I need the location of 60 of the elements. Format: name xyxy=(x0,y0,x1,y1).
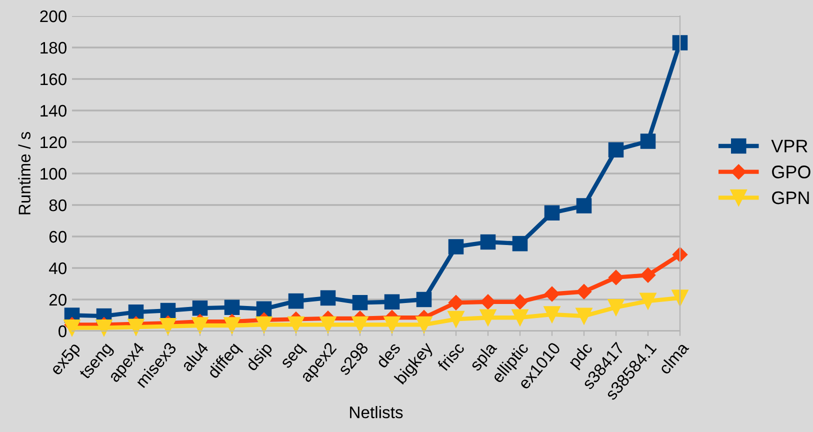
point xyxy=(352,295,368,310)
point xyxy=(480,294,496,310)
point xyxy=(192,300,208,316)
point xyxy=(128,318,144,336)
point xyxy=(672,290,688,306)
y-tick-label: 160 xyxy=(40,73,66,86)
point xyxy=(160,318,176,335)
legend-label: GPO xyxy=(772,166,810,178)
point xyxy=(640,268,656,283)
y-tick-label: 140 xyxy=(40,104,66,117)
point xyxy=(160,302,176,318)
point xyxy=(608,270,624,286)
point xyxy=(448,295,464,310)
point xyxy=(512,309,528,326)
y-tick-label: 20 xyxy=(49,294,66,306)
legend-label: VPR xyxy=(771,140,808,152)
point xyxy=(576,284,592,300)
point xyxy=(448,239,464,254)
point xyxy=(320,316,336,334)
point xyxy=(416,292,432,308)
point xyxy=(576,198,592,214)
point xyxy=(544,205,560,221)
y-tick-label: 40 xyxy=(48,262,66,274)
x-axis-title: Netlists xyxy=(350,406,403,418)
y-tick-label: 60 xyxy=(49,230,66,243)
y-tick-label: 200 xyxy=(40,10,66,22)
point xyxy=(288,316,304,334)
point xyxy=(288,293,304,309)
y-tick-label: 180 xyxy=(40,42,66,54)
point xyxy=(384,316,400,334)
point xyxy=(448,310,464,328)
point xyxy=(224,300,240,316)
point xyxy=(480,234,496,250)
point xyxy=(512,294,528,310)
y-axis-title: Runtime / s xyxy=(18,132,30,214)
point xyxy=(224,317,240,334)
x-tick-label: frisc xyxy=(436,341,466,372)
point xyxy=(608,299,624,316)
point xyxy=(96,320,112,336)
point xyxy=(672,35,688,50)
point xyxy=(640,292,656,310)
y-tick-label: 100 xyxy=(40,168,66,180)
point xyxy=(640,134,656,149)
y-tick-label: 80 xyxy=(49,199,66,212)
point xyxy=(320,290,336,306)
x-tick-label: dsip xyxy=(244,341,276,374)
legend-label: GPN xyxy=(772,191,809,204)
point xyxy=(608,142,624,158)
point xyxy=(544,306,560,323)
point xyxy=(480,309,496,326)
point xyxy=(352,316,368,334)
point xyxy=(256,316,272,334)
y-tick-label: 0 xyxy=(58,325,66,338)
y-tick-label: 120 xyxy=(40,136,66,148)
point xyxy=(384,294,400,310)
point xyxy=(576,308,592,324)
point xyxy=(192,317,208,334)
point xyxy=(416,316,432,334)
point xyxy=(512,236,528,252)
point xyxy=(544,286,560,302)
